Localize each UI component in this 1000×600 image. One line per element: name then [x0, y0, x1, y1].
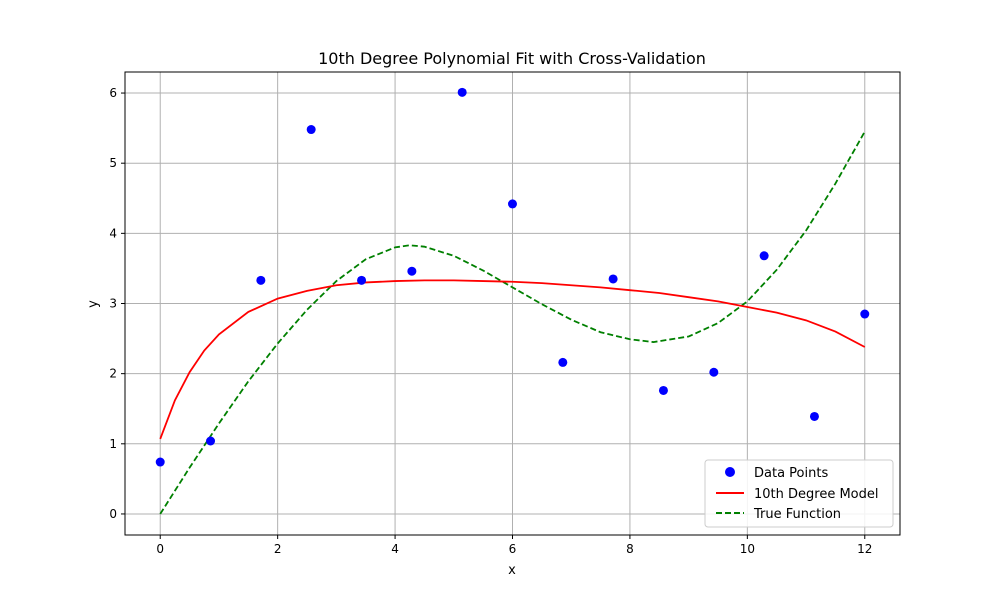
y-tick-label: 1	[109, 437, 117, 451]
x-tick-label: 6	[509, 542, 517, 556]
data-point	[306, 125, 316, 135]
grid	[125, 72, 900, 535]
legend-marker-data-points	[725, 467, 735, 477]
y-tick-label: 2	[109, 367, 117, 381]
data-point	[558, 357, 568, 367]
data-point	[457, 87, 467, 97]
data-point	[508, 199, 517, 209]
y-tick-label: 3	[109, 297, 117, 311]
legend-label-data-points: Data Points	[754, 466, 828, 481]
series-line-10th-degree-model	[159, 279, 866, 440]
data-point	[407, 266, 417, 276]
y-axis: 0 1 2 3 4 5 6	[109, 86, 125, 521]
data-point	[860, 309, 870, 319]
data-point	[608, 274, 618, 284]
data-point	[357, 275, 367, 285]
data-point	[809, 411, 819, 421]
legend-box	[704, 459, 894, 528]
legend-label-true-function: True Function	[753, 507, 841, 522]
data-point	[206, 436, 216, 446]
data-point	[256, 275, 266, 285]
x-tick-label: 10	[740, 542, 755, 556]
data-point	[155, 457, 165, 467]
y-tick-label: 0	[109, 507, 117, 521]
data-point	[759, 251, 769, 261]
chart-title: 10th Degree Polynomial Fit with Cross-Va…	[318, 49, 706, 68]
legend-label-model: 10th Degree Model	[754, 487, 879, 502]
x-axis: 0 2 4 6 8 10 12	[156, 535, 872, 556]
y-tick-label: 6	[109, 86, 117, 100]
data-point	[709, 367, 719, 377]
series-line-true-function	[159, 131, 866, 515]
y-tick-label: 4	[109, 226, 117, 240]
x-tick-label: 0	[156, 542, 164, 556]
data-point	[658, 385, 668, 395]
legend: Data Points 10th Degree Model True Funct…	[704, 459, 894, 528]
x-axis-label: x	[508, 563, 516, 578]
x-tick-label: 4	[391, 542, 399, 556]
x-tick-label: 12	[857, 542, 872, 556]
y-tick-label: 5	[109, 156, 117, 170]
x-tick-label: 8	[626, 542, 634, 556]
x-tick-label: 2	[274, 542, 282, 556]
y-axis-label: y	[86, 300, 101, 308]
plot-area	[155, 87, 870, 515]
